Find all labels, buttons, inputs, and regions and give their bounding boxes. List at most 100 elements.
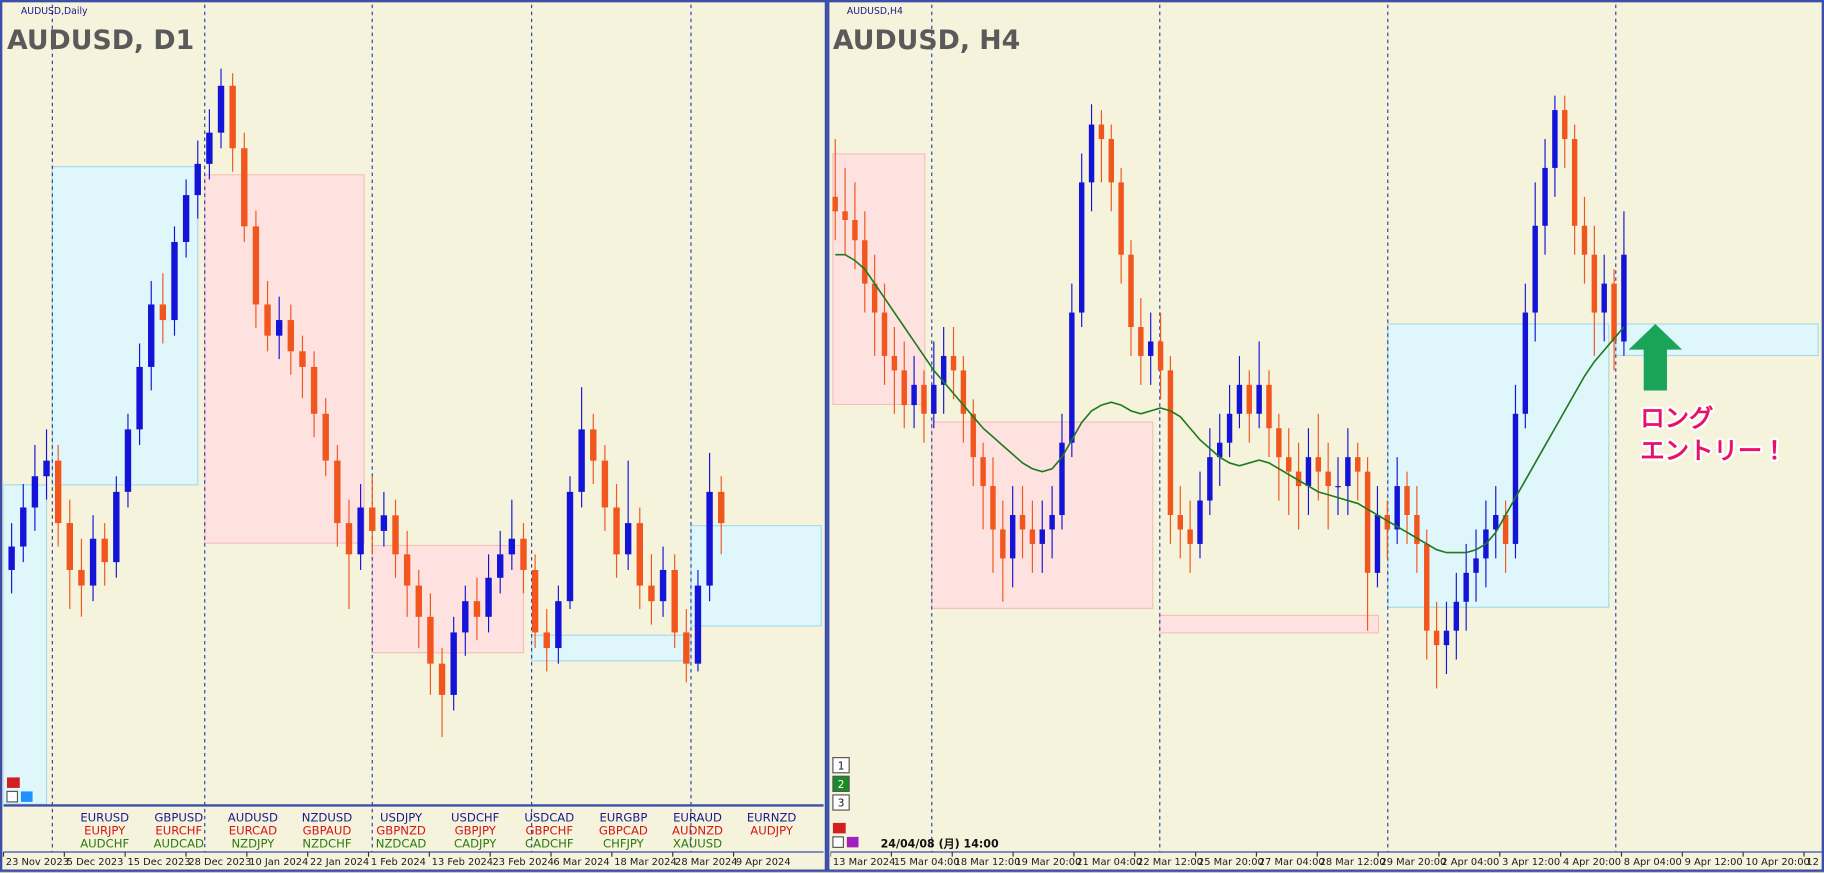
- candle-body: [543, 632, 550, 649]
- candle-body: [206, 132, 213, 164]
- symbol[interactable]: EURCAD: [229, 824, 277, 838]
- symbol[interactable]: AUDUSD: [228, 811, 278, 825]
- symbol[interactable]: AUDCAD: [154, 836, 204, 850]
- candle-body: [1443, 630, 1450, 646]
- d1-candles: [8, 68, 725, 738]
- date-label: 27 Mar 04:00: [1259, 857, 1325, 868]
- chart-title: AUDUSD, H4: [833, 25, 1020, 56]
- symbol[interactable]: EURUSD: [80, 811, 129, 825]
- window-button[interactable]: [20, 791, 33, 802]
- candle-body: [1039, 529, 1045, 544]
- symbol[interactable]: NZDJPY: [231, 836, 275, 850]
- candle-body: [1571, 139, 1578, 226]
- symbol-list: EURUSD GBPUSD AUDUSD NZDUSD USDJPY USDCHF USDC…: [80, 811, 796, 851]
- candle-body: [159, 304, 167, 321]
- candle-body: [1384, 515, 1391, 530]
- symbol[interactable]: NZDCHF: [302, 836, 351, 850]
- crosshair-time: 24/04/08 (月) 14:00: [881, 837, 999, 850]
- symbol[interactable]: USDJPY: [380, 811, 423, 825]
- symbol[interactable]: GBPUSD: [154, 811, 203, 825]
- candle-body: [1493, 515, 1499, 530]
- candle-body: [89, 538, 97, 586]
- minimize-button[interactable]: [832, 836, 844, 848]
- date-label: 2 Apr 04:00: [1441, 857, 1499, 868]
- candle-body: [1364, 471, 1371, 573]
- candle-body: [1266, 384, 1272, 429]
- tab-box[interactable]: [832, 794, 850, 811]
- candle-body: [1522, 312, 1529, 414]
- candle-body: [1207, 457, 1213, 501]
- candle-body: [1000, 529, 1006, 559]
- date-label: 1 Feb 2024: [371, 857, 426, 868]
- candle-body: [1473, 558, 1479, 573]
- candle-body: [601, 460, 609, 508]
- candle-body: [1591, 254, 1598, 313]
- window-button[interactable]: [846, 836, 859, 848]
- candle-body: [1069, 312, 1075, 443]
- close-button[interactable]: [832, 822, 846, 834]
- candle-body: [590, 429, 597, 461]
- symbol[interactable]: EURJPY: [84, 824, 126, 838]
- candle-body: [1197, 500, 1203, 544]
- candle-body: [182, 195, 190, 242]
- candle-body: [683, 632, 690, 664]
- symbol[interactable]: AUDCHF: [80, 836, 129, 850]
- candle-body: [694, 585, 702, 664]
- candle-body: [217, 85, 225, 133]
- tab-label[interactable]: 2: [838, 779, 845, 791]
- candle-body: [970, 413, 976, 458]
- date-label: 28 Mar 12:00: [1320, 857, 1386, 868]
- symbol[interactable]: EURAUD: [673, 811, 722, 825]
- chart-title: AUDUSD, D1: [7, 25, 194, 56]
- symbol[interactable]: NZDCAD: [376, 836, 427, 850]
- tab-box[interactable]: [832, 775, 850, 792]
- symbol[interactable]: AUDJPY: [750, 824, 794, 838]
- candle-body: [1601, 283, 1607, 313]
- symbol[interactable]: CADCHF: [525, 836, 574, 850]
- symbol[interactable]: GBPJPY: [455, 824, 497, 838]
- candle-body: [497, 554, 504, 578]
- symbol[interactable]: GBPAUD: [303, 824, 352, 838]
- tab-buttons: 1 2 3: [832, 757, 850, 811]
- candle-body: [1118, 182, 1124, 255]
- candle-body: [578, 429, 585, 492]
- candle-body: [1295, 471, 1302, 487]
- candle-body: [310, 366, 318, 414]
- symbol[interactable]: GBPCHF: [526, 824, 574, 838]
- candle-body: [113, 491, 120, 563]
- candle-body: [1108, 139, 1114, 183]
- tab-label[interactable]: 3: [838, 798, 845, 810]
- symbol[interactable]: CADJPY: [454, 836, 497, 850]
- h4-candles: [832, 95, 1627, 689]
- candle-body: [659, 569, 667, 602]
- symbol[interactable]: CHFJPY: [603, 836, 645, 850]
- h4-separators: [931, 4, 1617, 853]
- symbol[interactable]: EURGBP: [599, 811, 647, 825]
- symbol[interactable]: USDCHF: [451, 811, 500, 825]
- candle-body: [1453, 601, 1460, 631]
- symbol[interactable]: GBPNZD: [376, 824, 426, 838]
- minimize-button[interactable]: [6, 790, 19, 803]
- tab-label[interactable]: 1: [838, 760, 845, 772]
- candle-body: [229, 85, 236, 149]
- candle-body: [66, 523, 73, 570]
- candle-body: [1404, 486, 1410, 516]
- symbol[interactable]: NZDUSD: [302, 811, 352, 825]
- symbol[interactable]: EURNZD: [747, 811, 797, 825]
- tab-box[interactable]: [832, 757, 850, 774]
- symbol[interactable]: AUDNZD: [672, 824, 723, 838]
- symbol[interactable]: GBPCAD: [599, 824, 648, 838]
- candle-body: [1256, 384, 1262, 414]
- close-button[interactable]: [6, 777, 20, 788]
- candle-body: [862, 240, 868, 284]
- candle-body: [427, 616, 434, 664]
- d1-separators: [51, 4, 692, 853]
- date-label: 13 Feb 2024: [432, 857, 493, 868]
- symbol[interactable]: XAUUSD: [673, 836, 722, 850]
- candle-body: [1167, 370, 1174, 516]
- candle-body: [1187, 529, 1193, 544]
- symbol[interactable]: USDCAD: [524, 811, 574, 825]
- candle-body: [1581, 225, 1588, 255]
- symbol[interactable]: EURCHF: [155, 824, 202, 838]
